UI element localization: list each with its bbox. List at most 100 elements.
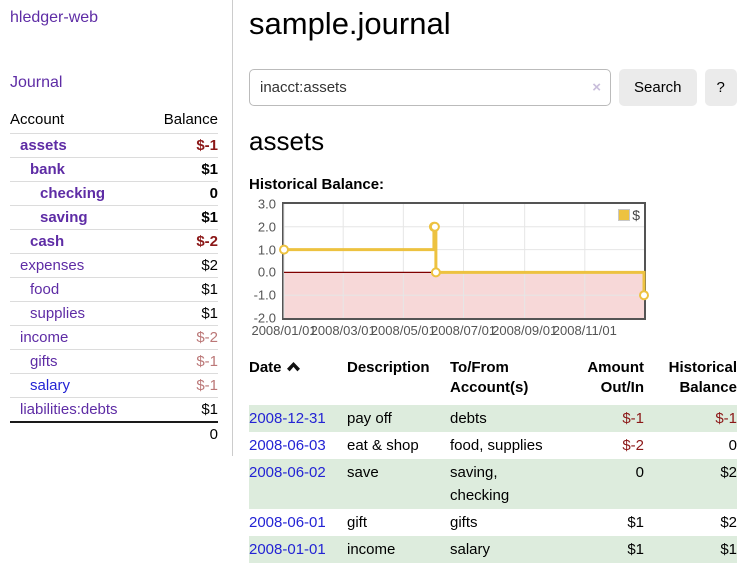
- account-balance: $1: [148, 157, 218, 182]
- nav-journal-link[interactable]: Journal: [10, 74, 63, 91]
- chart-plot-area: 3.0 2.0 1.0 0.0 -1.0 -2.0 $: [254, 197, 649, 326]
- transaction-date-cell: 2008-06-03: [249, 432, 347, 459]
- register-header-balance-line1: Historical: [668, 359, 737, 376]
- search-button[interactable]: Search: [619, 69, 697, 106]
- account-row: liabilities:debts $1: [10, 397, 218, 422]
- accounts-total-row: 0: [10, 421, 218, 446]
- transaction-date-link[interactable]: 2008-06-01: [249, 514, 326, 531]
- account-name-cell: gifts: [10, 349, 149, 374]
- chart-title: Historical Balance:: [249, 176, 385, 193]
- x-tick-label: 2008/01/01: [251, 323, 317, 338]
- account-balance: $-2: [148, 229, 218, 254]
- account-row: supplies $1: [10, 301, 218, 326]
- transaction-amount: 0: [635, 464, 644, 481]
- account-balance: $-2: [148, 325, 218, 350]
- account-link[interactable]: income: [20, 329, 69, 346]
- clear-search-icon[interactable]: ×: [592, 79, 601, 96]
- account-link[interactable]: expenses: [20, 257, 85, 274]
- transaction-accounts: debts: [450, 405, 572, 432]
- x-tick-label: 2008/11/01: [552, 323, 617, 338]
- main-content: sample.journal × Search ? assets Histori…: [233, 0, 742, 563]
- transaction-date-link[interactable]: 2008-06-02: [249, 464, 326, 481]
- transaction-row: 2008-06-03 eat & shop food, supplies $-2 0: [249, 432, 737, 459]
- register-header-amount: Amount Out/In: [572, 358, 644, 405]
- register-header-date-label: Date: [249, 359, 282, 376]
- transaction-account-line: gifts: [450, 514, 478, 531]
- account-link[interactable]: salary: [30, 377, 71, 394]
- register-header-account: To/From Account(s): [450, 358, 572, 405]
- account-name-cell: cash: [10, 229, 149, 254]
- sidebar: hledger-web Journal Account Balance asse…: [0, 0, 233, 456]
- account-name-cell: checking: [10, 181, 149, 206]
- transaction-amount: $1: [627, 541, 644, 558]
- register-header-date[interactable]: Date: [249, 358, 347, 405]
- account-link[interactable]: supplies: [30, 305, 86, 322]
- transaction-row: 2008-01-01 income salary $1 $1: [249, 536, 737, 563]
- account-link[interactable]: bank: [30, 161, 66, 178]
- account-row: salary $-1: [10, 373, 218, 398]
- account-name-cell: income: [10, 325, 149, 350]
- account-link[interactable]: saving: [40, 209, 88, 226]
- transaction-account-line: checking: [450, 487, 510, 504]
- chevron-up-icon: [286, 362, 300, 372]
- account-link[interactable]: cash: [30, 233, 65, 250]
- transaction-account-line: food, supplies: [450, 437, 543, 454]
- transaction-date-link[interactable]: 2008-01-01: [249, 541, 326, 558]
- account-row: checking 0: [10, 181, 218, 206]
- hledger-web-app: hledger-web Journal Account Balance asse…: [0, 0, 742, 563]
- accounts-total-value: 0: [148, 421, 218, 446]
- account-row: gifts $-1: [10, 349, 218, 374]
- account-name-cell: expenses: [10, 253, 149, 278]
- transaction-description: eat & shop: [347, 437, 419, 454]
- transaction-date-link[interactable]: 2008-06-03: [249, 437, 326, 454]
- transaction-description: income: [347, 541, 396, 558]
- transaction-row: 2008-06-02 save saving, checking 0 $2: [249, 459, 737, 509]
- x-tick-label: 2008/05/01: [370, 323, 436, 338]
- transaction-account-line: saving,: [450, 464, 498, 481]
- transaction-accounts: food, supplies: [450, 432, 572, 459]
- register-header-amount-line1: Amount: [587, 359, 644, 376]
- x-tick-label: 2008/07/01: [430, 323, 497, 338]
- account-link[interactable]: assets: [20, 137, 67, 154]
- transaction-balance: $2: [720, 514, 737, 531]
- account-link[interactable]: food: [30, 281, 60, 298]
- legend-label: $: [632, 207, 640, 223]
- account-link[interactable]: checking: [40, 185, 106, 202]
- register-table: Date Description To/From Account(s) Amou…: [249, 358, 737, 563]
- transaction-date-link[interactable]: 2008-12-31: [249, 410, 326, 427]
- accounts-header-account: Account: [10, 111, 65, 128]
- account-link[interactable]: gifts: [30, 353, 58, 370]
- transaction-balance: 0: [728, 437, 737, 454]
- account-row: bank $1: [10, 157, 218, 182]
- account-link[interactable]: liabilities:debts: [20, 401, 118, 418]
- transaction-date-cell: 2008-12-31: [249, 405, 347, 432]
- y-tick-label: 1.0: [257, 242, 276, 258]
- y-tick-label: 3.0: [257, 196, 276, 212]
- account-name-cell: saving: [10, 205, 149, 230]
- account-name-cell: bank: [10, 157, 149, 182]
- historical-balance-chart: 3.0 2.0 1.0 0.0 -1.0 -2.0 $ 2008/01/01 2008/03…: [249, 197, 742, 340]
- transaction-date-cell: 2008-06-01: [249, 509, 347, 536]
- chart-canvas: [279, 204, 649, 318]
- transaction-account-line: salary: [450, 541, 491, 558]
- y-tick-label: 0.0: [257, 264, 276, 280]
- account-row: expenses $2: [10, 253, 218, 278]
- transaction-balance: $2: [720, 464, 737, 481]
- account-heading: assets: [249, 126, 325, 156]
- transaction-accounts: saving, checking: [450, 459, 572, 509]
- register-header-row: Date Description To/From Account(s) Amou…: [249, 358, 737, 405]
- account-name-cell: salary: [10, 373, 149, 398]
- register-header-amount-line2: Out/In: [600, 379, 644, 396]
- account-balance: 0: [148, 181, 218, 206]
- account-row: income $-2: [10, 325, 218, 350]
- transaction-description: save: [347, 464, 379, 481]
- transaction-date-cell: 2008-01-01: [249, 536, 347, 563]
- register-header-balance-line2: Balance: [679, 379, 737, 396]
- transaction-description: gift: [347, 514, 368, 531]
- account-row: food $1: [10, 277, 218, 302]
- help-button[interactable]: ?: [704, 69, 737, 106]
- search-input[interactable]: [249, 69, 611, 106]
- transaction-balance: $-1: [715, 410, 737, 427]
- account-balance: $-1: [148, 373, 218, 398]
- app-title-link[interactable]: hledger-web: [10, 9, 99, 26]
